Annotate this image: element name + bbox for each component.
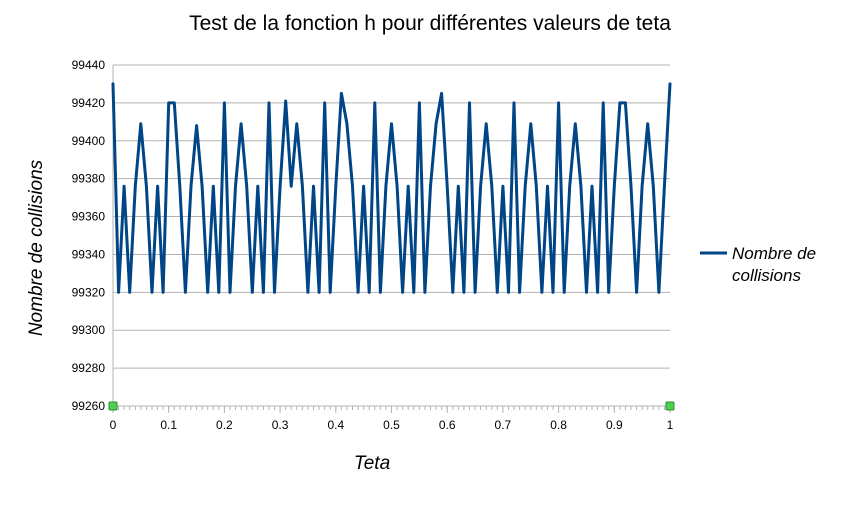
y-tick-label: 99320 xyxy=(72,285,106,299)
x-tick-labels: 0 0.1 0.2 0.3 0.4 0.5 0.6 0.7 0.8 0.9 1 xyxy=(110,418,674,432)
x-tick-label: 0.3 xyxy=(272,418,289,432)
legend-label-line: collisions xyxy=(732,266,801,285)
legend-label-line: Nombre de xyxy=(732,244,816,263)
legend-label: Nombre de collisions xyxy=(732,244,816,285)
axis-end-marker xyxy=(108,401,118,411)
x-tick-label: 0.9 xyxy=(606,418,623,432)
x-tick-label: 0.5 xyxy=(383,418,400,432)
x-tick-label: 1 xyxy=(667,418,674,432)
y-tick-label: 99360 xyxy=(72,210,106,224)
x-tick-label: 0.6 xyxy=(439,418,456,432)
y-tick-label: 99380 xyxy=(72,172,106,186)
gridlines xyxy=(113,64,670,407)
legend: Nombre de collisions xyxy=(700,244,816,285)
plot-area xyxy=(108,82,675,411)
y-tick-label: 99300 xyxy=(72,323,106,337)
x-tick-label: 0 xyxy=(110,418,117,432)
axis-end-marker xyxy=(665,401,675,411)
x-tick-label: 0.1 xyxy=(160,418,177,432)
y-tick-label: 99260 xyxy=(72,399,106,413)
x-axis-label: Teta xyxy=(354,453,390,474)
y-tick-label: 99340 xyxy=(72,247,106,261)
x-tick-label: 0.8 xyxy=(550,418,567,432)
y-tick-label: 99420 xyxy=(72,96,106,110)
y-axis-label: Nombre de collisions xyxy=(26,159,47,336)
y-tick-label: 99440 xyxy=(72,58,106,72)
y-tick-label: 99280 xyxy=(72,361,106,375)
y-tick-label: 99400 xyxy=(72,134,106,148)
x-tick-label: 0.7 xyxy=(495,418,512,432)
x-tick-label: 0.2 xyxy=(216,418,233,432)
chart-title: Test de la fonction h pour différentes v… xyxy=(189,12,671,35)
y-tick-labels: 99260 99280 99300 99320 99340 99360 99380 99400… xyxy=(72,58,106,413)
x-tick-label: 0.4 xyxy=(327,418,344,432)
series-line xyxy=(111,82,672,294)
axes xyxy=(112,65,671,413)
